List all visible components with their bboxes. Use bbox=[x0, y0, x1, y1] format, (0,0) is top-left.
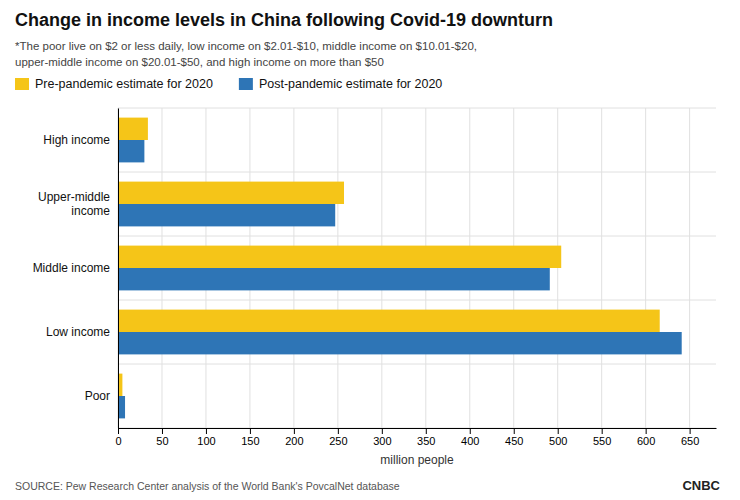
bar bbox=[118, 140, 144, 162]
bar bbox=[118, 396, 125, 418]
tick: 450 bbox=[505, 428, 523, 447]
tick-label: 350 bbox=[417, 435, 435, 447]
tick: 550 bbox=[593, 428, 611, 447]
tick-label: 450 bbox=[505, 435, 523, 447]
tick-label: 400 bbox=[461, 435, 479, 447]
tick: 650 bbox=[681, 428, 699, 447]
source: SOURCE: Pew Research Center analysis of … bbox=[15, 480, 400, 492]
tick: 300 bbox=[373, 428, 391, 447]
series bbox=[118, 140, 682, 418]
tick-label: 500 bbox=[549, 435, 567, 447]
y-axis: High income Upper-middleincome Middle inco… bbox=[33, 109, 119, 429]
tick-mark bbox=[470, 428, 471, 434]
tick: 200 bbox=[285, 428, 303, 447]
legend: Pre-pandemic estimate for 2020 Post-pande… bbox=[15, 77, 442, 91]
tick-label: Poor bbox=[85, 389, 110, 403]
tick-label: Low income bbox=[46, 325, 110, 339]
tick: Upper-middleincome bbox=[38, 190, 110, 218]
bar bbox=[118, 332, 682, 354]
grid bbox=[118, 108, 690, 428]
grid-line bbox=[645, 108, 646, 428]
annotation: CNBC bbox=[682, 478, 720, 493]
tick-mark bbox=[646, 428, 647, 434]
tick-label: 150 bbox=[241, 435, 259, 447]
separator bbox=[118, 300, 716, 301]
tick-mark bbox=[602, 428, 603, 434]
separator bbox=[118, 236, 716, 237]
tick-mark bbox=[118, 428, 119, 434]
tick-label: 100 bbox=[197, 435, 215, 447]
bars bbox=[118, 118, 682, 419]
legend-label: Pre-pandemic estimate for 2020 bbox=[35, 77, 213, 91]
tick-label: 550 bbox=[593, 435, 611, 447]
tick: 600 bbox=[637, 428, 655, 447]
tick: Poor bbox=[85, 389, 110, 403]
subtitle: *The poor live on $2 or less daily, low … bbox=[15, 40, 477, 68]
tick-label: Upper-middleincome bbox=[38, 190, 110, 218]
x-label: million people bbox=[380, 453, 454, 467]
grid-line bbox=[689, 108, 690, 428]
separator bbox=[118, 428, 716, 429]
grid-line bbox=[601, 108, 602, 428]
legend-item: Pre-pandemic estimate for 2020 bbox=[15, 77, 213, 91]
separator bbox=[118, 108, 716, 109]
separator bbox=[118, 364, 716, 365]
tick-mark bbox=[382, 428, 383, 434]
bar bbox=[118, 246, 561, 268]
tick-label: Middle income bbox=[33, 261, 111, 275]
legend-label: Post-pandemic estimate for 2020 bbox=[259, 77, 442, 91]
bar bbox=[118, 204, 335, 226]
tick: 150 bbox=[241, 428, 259, 447]
tick: Low income bbox=[46, 325, 110, 339]
grid-line bbox=[118, 108, 119, 428]
axis-line bbox=[118, 109, 119, 429]
tick-label: 50 bbox=[156, 435, 168, 447]
tick-label: 300 bbox=[373, 435, 391, 447]
tick: 400 bbox=[461, 428, 479, 447]
tick: 500 bbox=[549, 428, 567, 447]
tick: 350 bbox=[417, 428, 435, 447]
tick-mark bbox=[250, 428, 251, 434]
tick-mark bbox=[514, 428, 515, 434]
chart: Change in income levels in China followi… bbox=[0, 0, 740, 500]
tick-label: 250 bbox=[329, 435, 347, 447]
tick-label: 0 bbox=[115, 435, 121, 447]
separators bbox=[118, 108, 716, 428]
separator bbox=[118, 172, 716, 173]
tick-label: High income bbox=[43, 133, 110, 147]
bar bbox=[118, 268, 550, 290]
tick-mark bbox=[426, 428, 427, 434]
legend-swatch bbox=[15, 78, 29, 90]
tick-mark bbox=[294, 428, 295, 434]
tick: 100 bbox=[197, 428, 215, 447]
tick-label: 200 bbox=[285, 435, 303, 447]
tick: 0 bbox=[115, 428, 121, 447]
tick-mark bbox=[162, 428, 163, 434]
tick-label: 600 bbox=[637, 435, 655, 447]
tick-mark bbox=[338, 428, 339, 434]
bar bbox=[118, 310, 660, 332]
x-axis: 0 50 100 150 200 250 300 350 400 450 500 550 600 650 bbox=[115, 428, 716, 447]
axis-line bbox=[119, 428, 717, 429]
tick-mark bbox=[558, 428, 559, 434]
bar bbox=[118, 182, 344, 204]
tick-label: 650 bbox=[681, 435, 699, 447]
tick: Middle income bbox=[33, 261, 111, 275]
bar bbox=[118, 118, 148, 140]
title: Change in income levels in China followi… bbox=[15, 10, 553, 30]
tick: High income bbox=[43, 133, 110, 147]
tick-mark bbox=[690, 428, 691, 434]
tick: 50 bbox=[156, 428, 168, 447]
legend-swatch bbox=[239, 78, 253, 90]
legend-item: Post-pandemic estimate for 2020 bbox=[239, 77, 442, 91]
plot: 0 50 100 150 200 250 300 350 400 450 500 550 600 650 H… bbox=[33, 108, 717, 447]
tick-mark bbox=[206, 428, 207, 434]
tick: 250 bbox=[329, 428, 347, 447]
